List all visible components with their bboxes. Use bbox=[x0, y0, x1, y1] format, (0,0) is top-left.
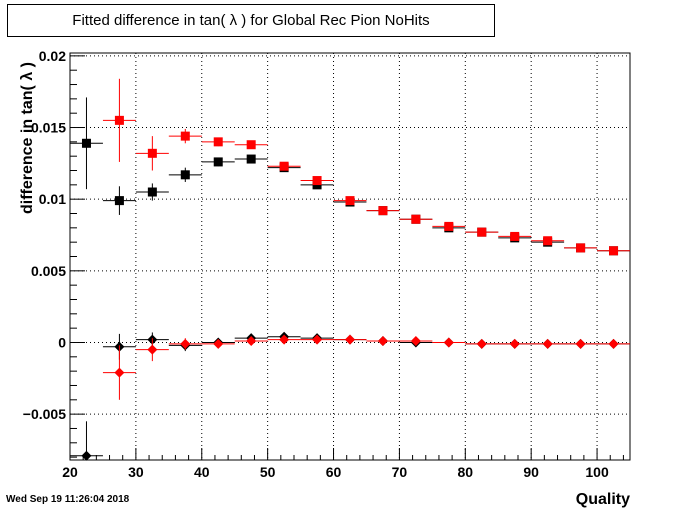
y-tick-label: −0.005 bbox=[23, 406, 66, 422]
data-point-square bbox=[378, 206, 388, 216]
data-point-diamond bbox=[147, 344, 158, 355]
data-point-diamond bbox=[443, 337, 454, 348]
plot-frame bbox=[69, 52, 631, 461]
data-point-square bbox=[147, 148, 157, 158]
x-tick-label: 20 bbox=[62, 464, 78, 480]
data-marks bbox=[70, 78, 630, 461]
data-point-square bbox=[411, 214, 421, 224]
x-tick-label: 70 bbox=[392, 464, 408, 480]
data-point-square bbox=[444, 221, 454, 231]
data-point-square bbox=[114, 196, 124, 206]
tick-labels: 20 30 40 50 60 70 80 90 100 −0.005 0 0.005 0.01 0.015… bbox=[23, 48, 609, 480]
data-point-square bbox=[180, 170, 190, 180]
data-point-diamond bbox=[575, 338, 586, 349]
data-point-diamond bbox=[345, 334, 355, 345]
y-tick-label: 0.015 bbox=[31, 120, 66, 136]
data-point-diamond bbox=[476, 338, 487, 349]
x-tick-label: 40 bbox=[194, 464, 210, 480]
data-point-diamond bbox=[246, 336, 257, 347]
data-point-diamond bbox=[312, 334, 323, 345]
y-tick-label: 0 bbox=[58, 334, 66, 350]
data-point-square bbox=[312, 176, 322, 186]
x-tick-label: 30 bbox=[128, 464, 144, 480]
data-point-square bbox=[576, 243, 586, 253]
data-point-diamond bbox=[81, 450, 92, 461]
axis-ticks bbox=[69, 55, 624, 460]
timestamp: Wed Sep 19 11:26:04 2018 bbox=[6, 494, 130, 505]
y-tick-label: 0.005 bbox=[31, 263, 66, 279]
data-point-diamond bbox=[509, 338, 520, 349]
data-point-diamond bbox=[377, 336, 388, 347]
data-point-diamond bbox=[114, 367, 125, 378]
grid-lines bbox=[70, 53, 630, 460]
data-point-square bbox=[147, 187, 157, 197]
y-tick-label: 0.01 bbox=[39, 191, 66, 207]
y-axis-label: difference in tan( λ ) bbox=[19, 61, 36, 215]
data-point-square bbox=[543, 236, 553, 246]
data-point-square bbox=[246, 140, 256, 150]
data-point-square bbox=[81, 138, 91, 148]
x-tick-label: 100 bbox=[585, 464, 609, 480]
x-tick-label: 50 bbox=[260, 464, 276, 480]
data-point-square bbox=[213, 137, 223, 147]
data-point-diamond bbox=[279, 334, 290, 345]
data-point-square bbox=[180, 131, 190, 141]
data-point-diamond bbox=[542, 338, 553, 349]
y-tick-label: 0.02 bbox=[39, 48, 66, 64]
x-tick-label: 90 bbox=[523, 464, 539, 480]
data-point-square bbox=[114, 115, 124, 125]
chart-title: Fitted difference in tan( λ ) for Global… bbox=[7, 4, 495, 37]
data-point-square bbox=[246, 154, 256, 164]
data-point-square bbox=[213, 157, 223, 167]
data-point-square bbox=[510, 231, 520, 241]
data-point-diamond bbox=[410, 336, 421, 347]
data-point-square bbox=[279, 161, 289, 171]
x-tick-label: 60 bbox=[326, 464, 342, 480]
data-point-diamond bbox=[213, 338, 224, 349]
x-axis-label: Quality bbox=[575, 491, 630, 508]
data-point-diamond bbox=[180, 338, 191, 349]
data-point-square bbox=[477, 227, 487, 237]
x-tick-label: 80 bbox=[458, 464, 474, 480]
data-point-square bbox=[345, 196, 355, 206]
data-point-diamond bbox=[608, 338, 619, 349]
data-point-square bbox=[609, 246, 619, 256]
